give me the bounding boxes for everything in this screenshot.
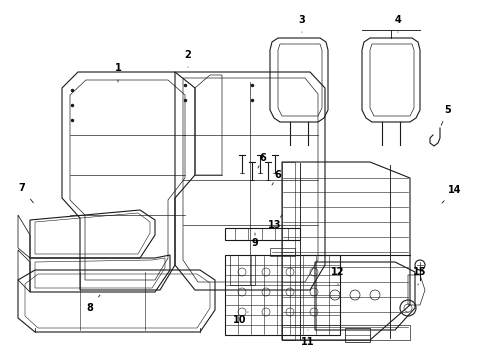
- Text: 11: 11: [301, 330, 314, 347]
- Text: 6: 6: [258, 153, 266, 168]
- Text: 15: 15: [412, 267, 426, 285]
- Text: 3: 3: [298, 15, 305, 32]
- Text: 4: 4: [394, 15, 401, 32]
- Text: 12: 12: [330, 267, 344, 285]
- Text: 13: 13: [268, 215, 282, 230]
- Text: 8: 8: [86, 295, 100, 313]
- Text: 7: 7: [19, 183, 33, 203]
- Text: 1: 1: [114, 63, 121, 82]
- Text: 2: 2: [184, 50, 191, 67]
- Text: 10: 10: [233, 312, 247, 325]
- Text: 6: 6: [271, 170, 281, 185]
- Text: 5: 5: [440, 105, 450, 126]
- Text: 9: 9: [251, 233, 258, 248]
- Text: 14: 14: [441, 185, 461, 203]
